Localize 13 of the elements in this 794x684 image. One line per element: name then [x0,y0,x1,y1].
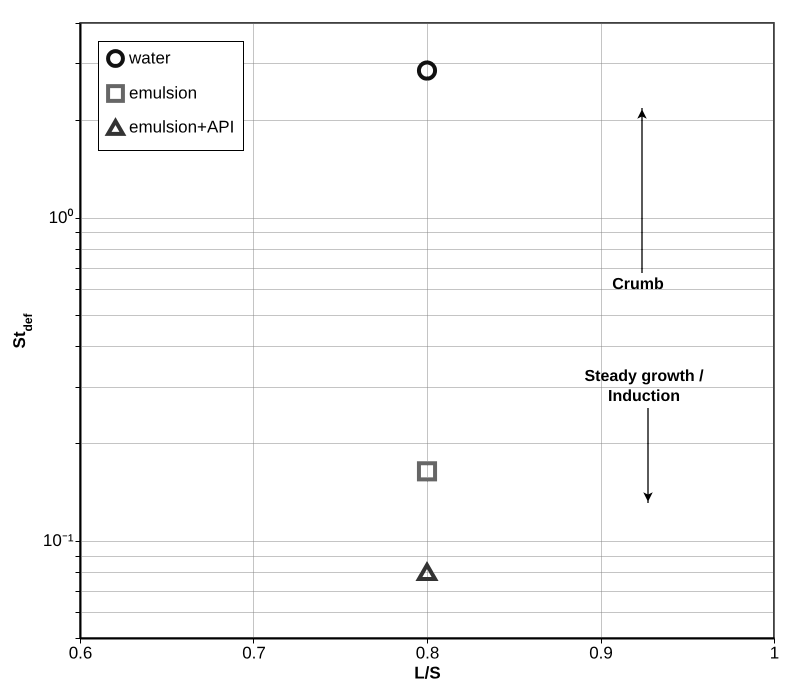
y-tick-label: 10⁻¹ [42,531,74,550]
legend-label: water [128,48,171,68]
x-tick-label: 0.8 [416,644,440,662]
legend-label: emulsion+API [129,118,234,136]
annotation: Crumb [612,276,664,293]
legend-label: emulsion [129,84,198,102]
x-tick-label: 0.9 [589,644,613,662]
annotation: Steady growth / Induction [584,368,704,405]
x-tick-label: 1 [770,644,780,662]
y-tick-label: 10⁰ [48,208,74,228]
x-axis-title: L/S [414,664,441,682]
x-tick-label: 0.7 [242,644,266,662]
x-tick-label: 0.6 [68,644,92,662]
